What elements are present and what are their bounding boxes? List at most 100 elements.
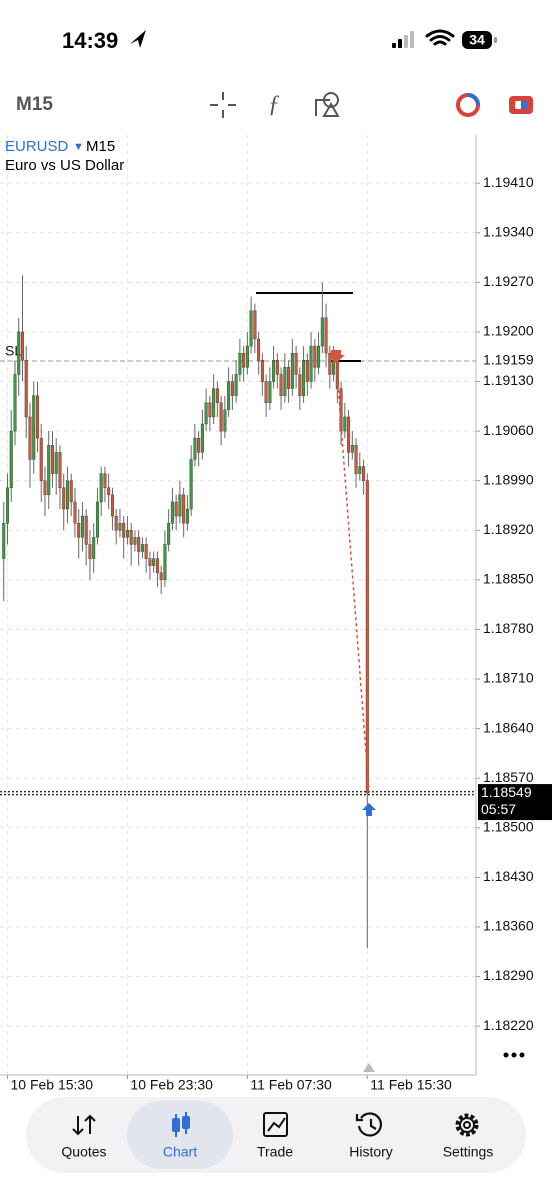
candle-body xyxy=(305,360,309,382)
candle-body xyxy=(88,544,92,559)
candle-body xyxy=(122,522,126,538)
timeframe-button[interactable]: M15 xyxy=(16,94,53,115)
candle-body xyxy=(324,317,328,354)
x-tick-label: 10 Feb 15:30 xyxy=(10,1077,93,1093)
last-price-box xyxy=(478,784,552,821)
candle-body xyxy=(2,522,6,559)
countdown-label: 05:57 xyxy=(481,801,516,817)
candle-body xyxy=(332,360,336,375)
candle-body xyxy=(69,480,73,503)
candle-body xyxy=(77,522,81,538)
y-tick-label: 1.18290 xyxy=(483,967,534,983)
candle-body xyxy=(5,487,9,524)
tab-label[interactable]: Quotes xyxy=(61,1144,106,1160)
candle-body xyxy=(208,402,212,418)
one-click-icon[interactable] xyxy=(456,93,480,117)
candle-body xyxy=(283,367,287,396)
candle-body xyxy=(230,381,234,396)
candle-body xyxy=(227,381,231,411)
candle-body xyxy=(125,530,129,538)
candle-body xyxy=(200,423,204,453)
candle-body xyxy=(92,537,96,559)
candle-body xyxy=(80,515,84,538)
candle-body xyxy=(185,508,189,524)
signal-icon xyxy=(392,31,414,48)
candle-body xyxy=(189,459,193,510)
candle-body xyxy=(170,501,174,524)
candle-body xyxy=(140,544,144,552)
candle-body xyxy=(129,530,133,545)
y-tick-label: 1.18360 xyxy=(483,918,534,934)
battery-icon xyxy=(462,31,492,49)
candle-body xyxy=(24,360,28,418)
candle-body xyxy=(39,437,43,481)
battery-level: 34 xyxy=(469,32,485,48)
candle-body xyxy=(302,360,306,396)
symbol-dropdown[interactable]: ▼ xyxy=(73,141,84,153)
x-tick-label: 10 Feb 23:30 xyxy=(130,1077,213,1093)
candle-body xyxy=(309,345,313,382)
symbol[interactable]: EURUSD xyxy=(5,138,69,155)
candle-body xyxy=(343,416,347,432)
chart-icon[interactable] xyxy=(172,1112,190,1137)
y-tick-label: 1.19270 xyxy=(483,273,534,289)
y-tick-label: 1.19340 xyxy=(483,223,534,239)
candle-body xyxy=(365,480,369,794)
candle-body xyxy=(17,331,21,375)
history-icon[interactable] xyxy=(355,1112,382,1137)
candle-body xyxy=(32,395,36,460)
tab-label[interactable]: History xyxy=(349,1144,393,1160)
y-tick-label: 1.18990 xyxy=(483,471,534,487)
more-button[interactable] xyxy=(503,1052,525,1058)
candle-body xyxy=(28,416,32,460)
indicators-icon[interactable]: ƒ xyxy=(268,92,280,118)
candle-body xyxy=(320,317,324,347)
tab-label[interactable]: Chart xyxy=(163,1144,197,1160)
candle-body xyxy=(215,388,219,403)
y-tick-label: 1.18500 xyxy=(483,818,534,834)
candle-body xyxy=(137,537,141,552)
tab-label[interactable]: Trade xyxy=(257,1144,293,1160)
candle-body xyxy=(245,345,249,368)
candle-body xyxy=(65,480,69,510)
candle-body xyxy=(35,395,39,439)
y-tick-label: 1.19200 xyxy=(483,323,534,339)
location-icon xyxy=(130,30,146,48)
status-time: 14:39 xyxy=(62,28,118,53)
candle-body xyxy=(73,501,77,524)
wifi-icon xyxy=(425,29,455,46)
candle-body xyxy=(20,331,24,361)
candle-body xyxy=(287,367,291,389)
candle-body xyxy=(155,558,159,573)
candle-body xyxy=(268,381,272,403)
candle-body xyxy=(219,402,223,432)
candle-body xyxy=(133,537,137,545)
objects-icon[interactable] xyxy=(315,92,340,117)
candle-body xyxy=(152,558,156,566)
candle-body xyxy=(350,445,354,453)
candle-body xyxy=(212,388,216,418)
candle-body xyxy=(148,558,152,566)
trade-icon[interactable] xyxy=(263,1112,288,1137)
candle-body xyxy=(95,501,99,538)
trade-panel-icon[interactable] xyxy=(509,96,533,114)
candle-body xyxy=(84,515,88,545)
y-tick-label: 1.18220 xyxy=(483,1017,534,1033)
candle-body xyxy=(253,310,257,340)
candle-body xyxy=(260,360,264,382)
buy-arrow xyxy=(362,803,376,816)
battery-tip xyxy=(494,37,497,43)
tab-label[interactable]: Settings xyxy=(443,1144,494,1160)
crosshair-icon[interactable] xyxy=(210,92,236,118)
candle-body xyxy=(238,352,242,375)
quotes-icon[interactable] xyxy=(72,1114,96,1136)
y-tick-label: 1.18570 xyxy=(483,769,534,785)
y-tick-label: 1.18710 xyxy=(483,670,534,686)
candle-body xyxy=(54,452,58,474)
candle-body xyxy=(272,360,276,382)
candle-body xyxy=(99,473,103,503)
settings-icon[interactable] xyxy=(455,1113,479,1137)
candle-body xyxy=(178,494,182,517)
candle-body xyxy=(358,466,362,474)
